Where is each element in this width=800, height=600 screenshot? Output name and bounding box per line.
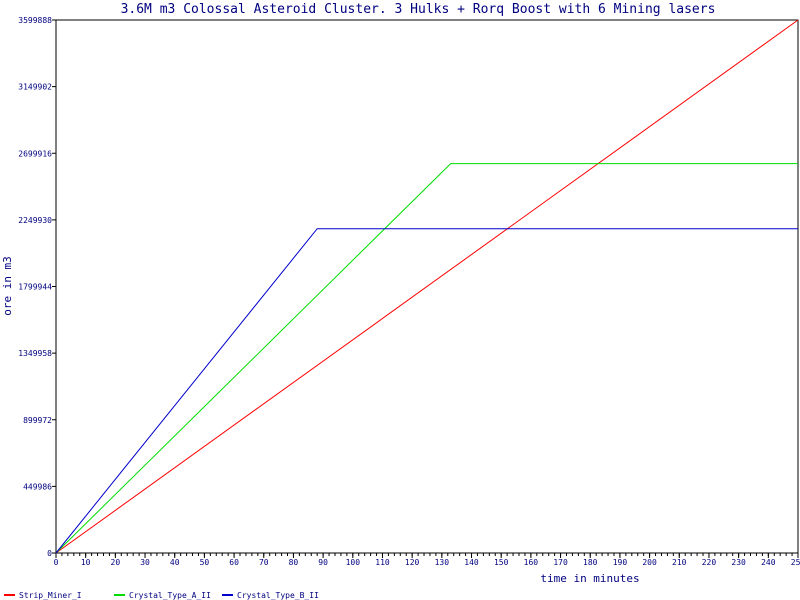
x-tick-label: 240 [761, 558, 776, 567]
x-tick-label: 60 [229, 558, 239, 567]
x-tick-label: 220 [702, 558, 717, 567]
x-tick-label: 50 [200, 558, 210, 567]
y-tick-label: 2249930 [18, 216, 52, 225]
x-tick-label: 20 [111, 558, 121, 567]
x-tick-label: 90 [318, 558, 328, 567]
x-tick-label: 100 [346, 558, 361, 567]
x-tick-label: 140 [464, 558, 479, 567]
x-tick-label: 80 [289, 558, 299, 567]
y-tick-label: 2699916 [18, 149, 52, 158]
x-tick-label: 170 [553, 558, 568, 567]
chart-title: 3.6M m3 Colossal Asteroid Cluster. 3 Hul… [121, 2, 716, 17]
x-tick-label: 160 [524, 558, 539, 567]
x-tick-label: 40 [170, 558, 180, 567]
series-line-crystal-type-b-ii [55, 228, 798, 554]
legend-label: Crystal_Type_B_II [237, 591, 319, 600]
x-tick-label: 10 [81, 558, 91, 567]
x-tick-label: 190 [613, 558, 628, 567]
y-tick-label: 1349958 [18, 349, 52, 358]
x-tick-label: 120 [405, 558, 420, 567]
x-tick-label: 150 [494, 558, 509, 567]
x-tick-label: 200 [642, 558, 657, 567]
y-axis-label: ore in m3 [1, 256, 14, 316]
series-line-strip-miner-i [55, 19, 799, 554]
y-tick-label: 0 [47, 549, 52, 558]
x-tick-label: 0 [54, 558, 59, 567]
x-tick-label: 110 [375, 558, 390, 567]
plot-area: 0 449986 899972 1349958 1799944 2249930 269991… [18, 16, 800, 567]
legend-label: Crystal_Type_A_II [129, 591, 211, 600]
y-tick-label: 899972 [23, 416, 52, 425]
x-tick-label: 130 [435, 558, 450, 567]
y-tick-label: 449986 [23, 482, 52, 491]
x-tick-label: 230 [731, 558, 746, 567]
x-tick-label: 180 [583, 558, 598, 567]
legend-label: Strip_Miner_I [19, 591, 82, 600]
x-tick-label: 70 [259, 558, 269, 567]
legend: Strip_Miner_I Crystal_Type_A_II Crystal_Ty… [4, 591, 319, 600]
series-line-crystal-type-a-ii [55, 163, 798, 554]
x-tick-label: 210 [672, 558, 687, 567]
y-tick-label: 3599888 [18, 16, 52, 25]
x-tick-label: 250 [791, 558, 800, 567]
y-tick-label: 1799944 [18, 283, 52, 292]
y-tick-label: 3149902 [18, 83, 52, 92]
x-axis-label: time in minutes [540, 572, 639, 585]
x-tick-label: 30 [140, 558, 150, 567]
